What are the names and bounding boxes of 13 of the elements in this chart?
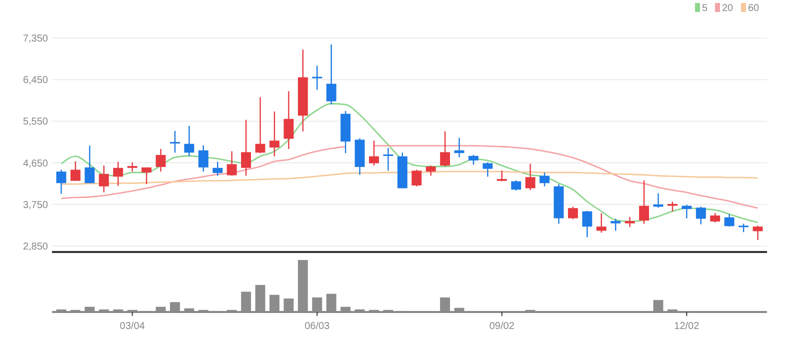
legend-label: 60 <box>748 3 760 14</box>
x-tick-label: 06/03 <box>304 321 330 332</box>
x-tick-label: 12/02 <box>674 321 700 332</box>
y-tick-label: 3,750 <box>22 200 48 211</box>
y-tick-label: 5,550 <box>22 116 48 128</box>
y-tick-label: 7,350 <box>22 34 48 44</box>
y-tick-label: 2,850 <box>22 242 48 252</box>
x-tick-label: 09/02 <box>489 321 515 332</box>
y-tick-label: 4,650 <box>22 158 48 170</box>
x-tick-label: 03/04 <box>120 321 146 332</box>
legend-label: 20 <box>722 3 734 14</box>
y-tick-label: 6,450 <box>22 75 48 86</box>
legend-label: 5 <box>702 3 708 14</box>
